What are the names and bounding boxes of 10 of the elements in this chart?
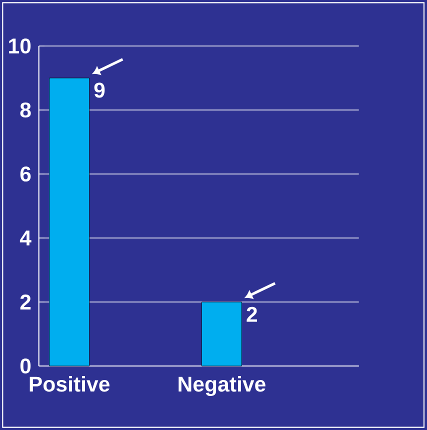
x-tick-label: Positive — [30, 376, 110, 392]
y-tick-label: 8 — [20, 102, 31, 118]
y-tick-label: 0 — [20, 358, 31, 374]
y-tick-label: 6 — [20, 166, 31, 182]
y-tick-label: 10 — [9, 38, 31, 54]
data-label: 2 — [246, 306, 257, 322]
y-tick-label: 4 — [20, 230, 32, 246]
y-tick-label: 2 — [20, 294, 31, 310]
x-tick-label: Negative — [178, 376, 266, 396]
data-label: 9 — [94, 82, 105, 98]
